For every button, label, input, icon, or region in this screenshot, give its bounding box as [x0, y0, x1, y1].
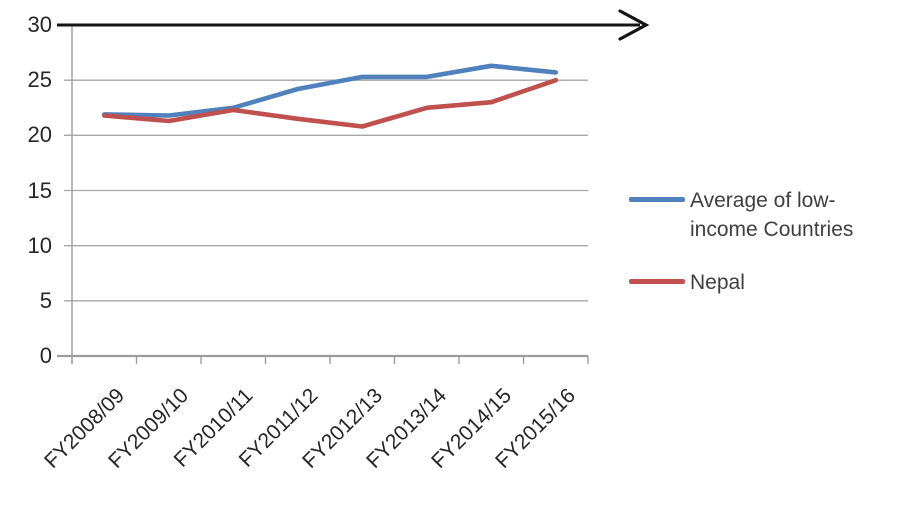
y-tick-label-20: 20 [27, 122, 52, 148]
y-tick-label-30: 30 [27, 12, 52, 37]
y-tick-label-5: 5 [39, 287, 52, 313]
y-tick-label-25: 25 [27, 67, 52, 93]
series-line-average-low-income [102, 63, 559, 118]
y-tick-label-0: 0 [39, 343, 52, 368]
legend-item-label: Nepal [690, 271, 745, 294]
right-arrow-icon [618, 9, 650, 41]
legend-swatch-blue-line [629, 197, 685, 202]
legend-swatch-red-line [629, 279, 685, 284]
legend-item-label: Average of low-income Countries [690, 189, 854, 241]
y-tick-label-15: 15 [27, 177, 52, 203]
series-line-nepal [102, 77, 559, 129]
y-tick-label-10: 10 [27, 232, 52, 258]
